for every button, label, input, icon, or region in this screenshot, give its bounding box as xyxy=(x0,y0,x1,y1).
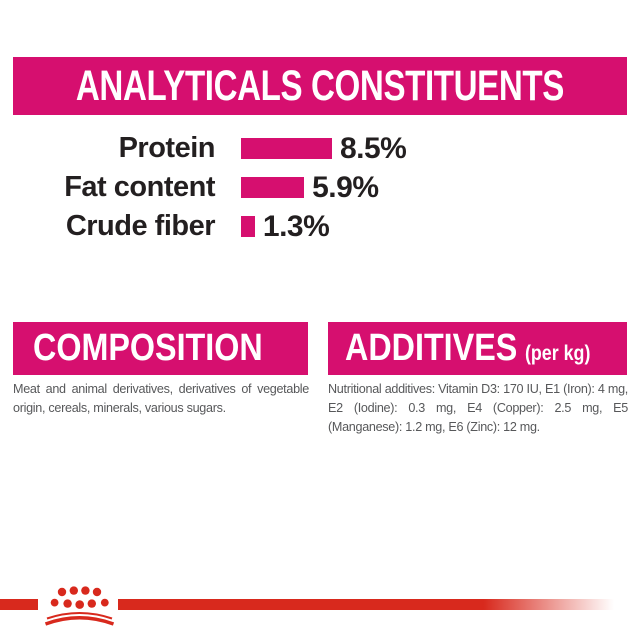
chart-bar xyxy=(241,216,255,237)
chart-value-label: 1.3% xyxy=(262,209,330,243)
chart-category-label: Crude fiber xyxy=(65,210,216,242)
composition-title: COMPOSITION xyxy=(33,327,263,369)
chart-category-label: Fat content xyxy=(64,171,215,203)
chart-value-label: 5.9% xyxy=(312,170,379,204)
chart-bar xyxy=(241,177,305,198)
additives-per-kg-label: (per kg) xyxy=(524,342,591,365)
chart-row: Crude fiber 1.3% xyxy=(0,209,640,243)
analyticals-banner: ANALYTICALS CONSTITUENTS xyxy=(13,57,627,115)
analyticals-title: ANALYTICALS CONSTITUENTS xyxy=(75,61,565,110)
additives-title-group: ADDITIVES (per kg) xyxy=(345,327,590,370)
chart-row: Fat content 5.9% xyxy=(0,170,640,204)
footer-stripe-left xyxy=(0,599,38,610)
royal-canin-crown-icon xyxy=(44,586,115,626)
composition-body: Meat and animal derivatives, derivatives… xyxy=(13,382,309,415)
additives-title: ADDITIVES xyxy=(345,327,518,369)
composition-banner: COMPOSITION xyxy=(13,322,308,375)
analyticals-chart: Protein 8.5% Fat content 5.9% Crude fiber 1.3… xyxy=(0,131,640,251)
chart-row: Protein 8.5% xyxy=(0,131,640,165)
chart-bar xyxy=(241,138,332,159)
footer-stripe-right xyxy=(118,599,640,610)
chart-category-label: Protein xyxy=(118,132,216,164)
additives-body: Nutritional additives: Vitamin D3: 170 I… xyxy=(328,382,628,434)
chart-value-label: 8.5% xyxy=(339,131,407,165)
additives-banner: ADDITIVES (per kg) xyxy=(328,322,627,375)
